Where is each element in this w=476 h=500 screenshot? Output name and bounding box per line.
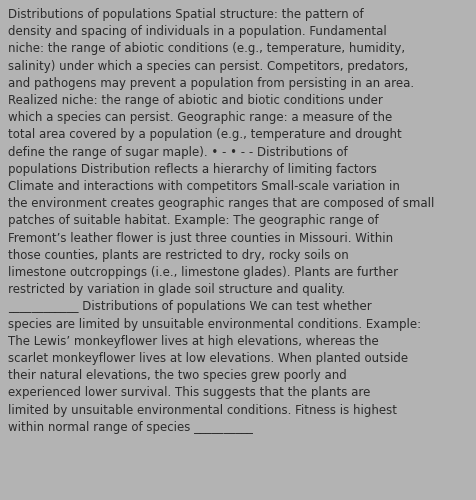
Text: Distributions of populations Spatial structure: the pattern of
density and spaci: Distributions of populations Spatial str…	[8, 8, 435, 434]
